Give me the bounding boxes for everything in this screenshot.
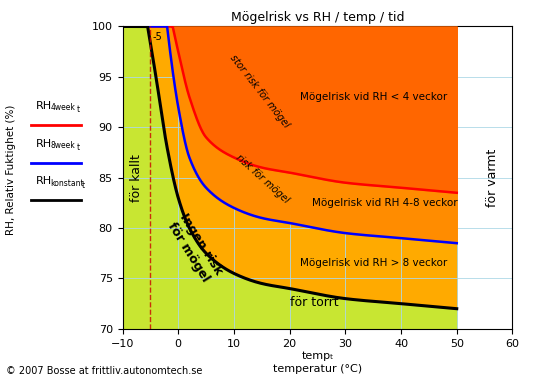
Text: risk för mögel: risk för mögel [234, 152, 291, 205]
Text: tempₜ: tempₜ [301, 351, 334, 361]
Text: © 2007 Bosse at frittliv.autonomtech.se: © 2007 Bosse at frittliv.autonomtech.se [6, 366, 202, 376]
Text: t: t [82, 181, 85, 190]
Text: t: t [76, 105, 80, 114]
Text: 8week: 8week [50, 141, 75, 150]
Title: Mögelrisk vs RH / temp / tid: Mögelrisk vs RH / temp / tid [231, 11, 404, 24]
Text: t: t [76, 143, 80, 152]
Text: -5: -5 [152, 31, 162, 42]
Text: RH: RH [36, 139, 52, 149]
Text: Mögelrisk vid RH < 4 veckor: Mögelrisk vid RH < 4 veckor [300, 92, 447, 102]
Text: för kallt: för kallt [130, 154, 143, 201]
Text: 4week: 4week [50, 103, 75, 112]
Text: RH, Relativ Fuktighet (%): RH, Relativ Fuktighet (%) [6, 105, 16, 235]
Text: RH: RH [36, 177, 52, 186]
Text: konstant: konstant [50, 179, 84, 188]
Text: för varmt: för varmt [486, 149, 500, 207]
Text: RH: RH [36, 101, 52, 111]
Text: stor risk för mögel: stor risk för mögel [228, 53, 291, 129]
Text: Ingen risk
för mögel: Ingen risk för mögel [164, 211, 226, 285]
Text: Mögelrisk vid RH > 8 veckor: Mögelrisk vid RH > 8 veckor [300, 258, 447, 268]
Text: Mögelrisk vid RH 4-8 veckor: Mögelrisk vid RH 4-8 veckor [311, 198, 457, 208]
Text: temperatur (°C): temperatur (°C) [273, 364, 362, 374]
Text: för torrt: för torrt [290, 296, 338, 309]
